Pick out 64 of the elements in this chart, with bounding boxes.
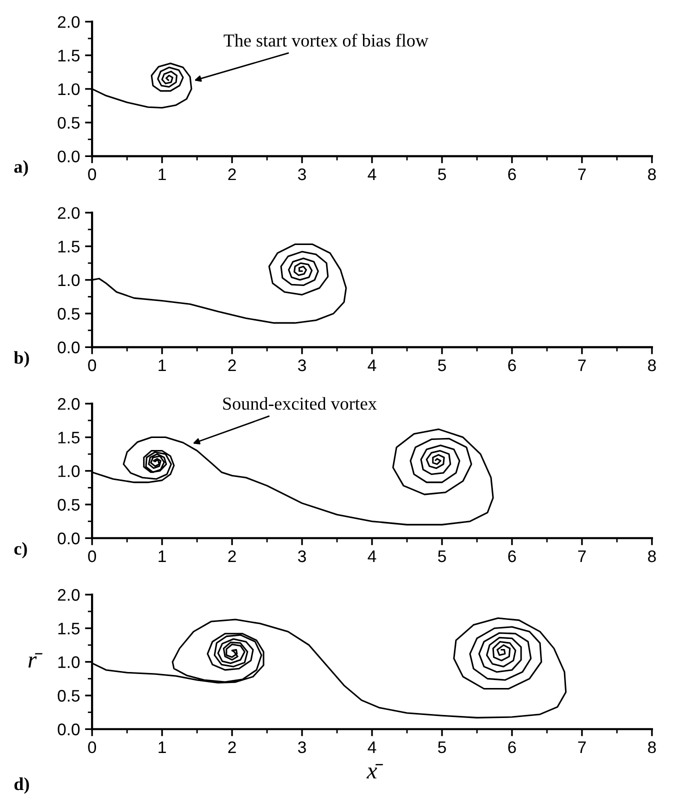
x-tick-label: 8 xyxy=(648,359,656,372)
x-tick-label: 5 xyxy=(438,360,446,372)
y-tick-label: 2.0 xyxy=(58,207,80,219)
y-tick-label: 0.5 xyxy=(58,690,80,702)
y-tick-label: 0.5 xyxy=(58,116,80,129)
y-tick-label: 1.5 xyxy=(58,622,80,634)
y-tick-label: 1.5 xyxy=(58,432,80,444)
x-tick-label: 7 xyxy=(578,168,586,180)
text: d) xyxy=(14,777,29,794)
annotation: The start vortex of bias flow xyxy=(224,34,428,47)
x-tick-label: 7 xyxy=(578,742,586,754)
x-tick-label: 0 xyxy=(88,168,96,180)
y-tick-label: 1.0 xyxy=(58,274,80,286)
text: a) xyxy=(14,160,28,176)
x-tick-label: 3 xyxy=(298,359,306,372)
x-tick-label: 1 xyxy=(158,168,166,180)
x-tick-label: 0 xyxy=(88,359,96,372)
x-tick-label: 4 xyxy=(368,168,376,180)
x-tick-label: 4 xyxy=(368,360,376,372)
y-tick-label: 1.0 xyxy=(58,83,80,96)
x-tick-label: 1 xyxy=(158,742,166,754)
y-tick-label: 1.5 xyxy=(58,240,80,252)
x-tick-label: 4 xyxy=(368,550,376,562)
x-tick-label: 2 xyxy=(228,741,236,754)
y-tick-label: 0.0 xyxy=(58,724,80,736)
y-axis-title: r̄ xyxy=(28,653,42,668)
y-tick-label: 0.0 xyxy=(58,150,80,162)
x-tick-label: 1 xyxy=(158,550,166,562)
x-tick-label: 8 xyxy=(648,550,656,562)
x-tick-label: 4 xyxy=(368,742,376,754)
y-tick-label: 2.0 xyxy=(58,398,80,410)
x-tick-label: 2 xyxy=(228,550,236,562)
x-tick-label: 0 xyxy=(88,741,96,754)
x-tick-label: 5 xyxy=(438,168,446,180)
y-tick-label: 0.5 xyxy=(58,308,80,320)
x-tick-label: 8 xyxy=(648,741,656,754)
x-tick-label: 0 xyxy=(88,550,96,562)
text: c) xyxy=(14,542,27,558)
x-tick-label: 7 xyxy=(578,360,586,372)
x-axis-title: x̄ xyxy=(366,764,383,778)
x-tick-label: 6 xyxy=(508,550,516,562)
y-tick-label: 0.5 xyxy=(58,498,80,511)
x-tick-label: 3 xyxy=(298,550,306,562)
x-tick-label: 6 xyxy=(508,741,516,754)
y-tick-label: 0.0 xyxy=(58,342,80,354)
x-tick-label: 8 xyxy=(648,168,656,180)
y-tick-label: 2.0 xyxy=(58,589,80,601)
x-tick-label: 3 xyxy=(298,741,306,754)
annotation: Sound-excited vortex xyxy=(223,397,377,410)
x-tick-label: 6 xyxy=(508,168,516,180)
y-tick-label: 1.0 xyxy=(58,656,80,668)
x-tick-label: 7 xyxy=(578,550,586,562)
x-tick-label: 2 xyxy=(228,168,236,180)
x-tick-label: 1 xyxy=(158,360,166,372)
x-tick-label: 5 xyxy=(438,550,446,562)
text: b) xyxy=(14,351,29,368)
y-tick-label: 1.0 xyxy=(58,465,80,478)
y-tick-label: 1.5 xyxy=(58,50,80,62)
x-tick-label: 6 xyxy=(508,359,516,372)
x-tick-label: 2 xyxy=(228,359,236,372)
x-tick-label: 3 xyxy=(298,168,306,180)
y-tick-label: 2.0 xyxy=(58,16,80,28)
y-tick-label: 0.0 xyxy=(58,532,80,544)
x-tick-label: 5 xyxy=(438,742,446,754)
